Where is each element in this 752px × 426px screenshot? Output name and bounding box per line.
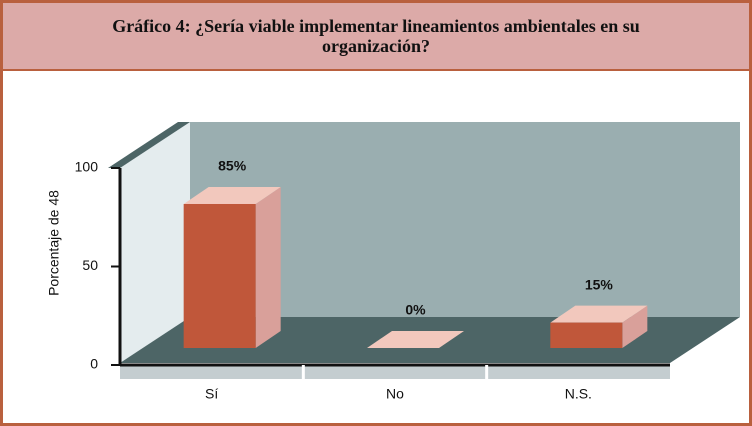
header: Gráfico 4: ¿Sería viable implementar lin… — [3, 3, 749, 71]
value-label: 0% — [405, 302, 426, 318]
x-tick-label: N.S. — [565, 386, 592, 402]
y-axis-label: Porcentaje de 48 — [46, 190, 62, 296]
chart: Porcentaje de 48 0 50 100 Sí No N.S. 85% 0% 15% — [46, 122, 740, 402]
bar — [183, 203, 256, 348]
bar-side — [622, 305, 648, 348]
bar-top — [367, 331, 464, 348]
category-axis-band — [120, 365, 670, 379]
y-tick-label: 0 — [90, 356, 98, 372]
value-label: 85% — [218, 158, 247, 174]
y-tick-label: 100 — [75, 159, 99, 175]
left-wall — [120, 122, 190, 363]
chart-title: Gráfico 4: ¿Sería viable implementar lin… — [112, 16, 640, 56]
bar — [550, 322, 623, 348]
value-label: 15% — [585, 276, 614, 292]
y-tick-label: 50 — [82, 257, 98, 273]
x-tick-label: Sí — [205, 386, 218, 402]
x-tick-label: No — [386, 386, 404, 402]
bar-side — [255, 186, 281, 348]
bar-top — [550, 305, 648, 323]
bar-top — [183, 186, 281, 204]
wall-edge — [108, 122, 190, 168]
